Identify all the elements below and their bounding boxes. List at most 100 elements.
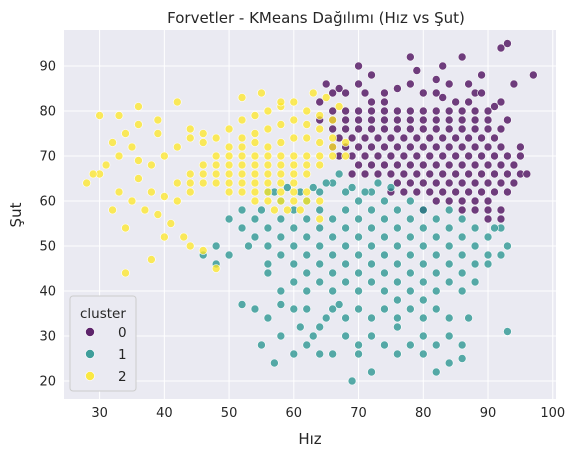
data-point [276, 300, 286, 309]
data-point [380, 97, 389, 107]
data-point [263, 124, 273, 134]
data-point [289, 160, 299, 170]
data-point [354, 124, 363, 134]
data-point [172, 142, 182, 152]
data-point [522, 169, 532, 179]
data-point [380, 286, 389, 296]
x-tick-label: 90 [480, 406, 497, 421]
data-point [321, 178, 331, 188]
data-point [224, 187, 234, 197]
data-point [302, 151, 312, 161]
data-point [483, 142, 493, 152]
data-point [367, 160, 376, 170]
legend-box [69, 295, 137, 392]
data-point [496, 160, 506, 170]
data-point [406, 340, 415, 350]
data-point [418, 331, 428, 341]
data-point [406, 52, 415, 62]
data-point [334, 169, 344, 179]
data-point [380, 88, 389, 98]
data-point [431, 142, 441, 152]
data-point [464, 97, 473, 107]
data-point [185, 187, 195, 197]
data-point [237, 187, 247, 197]
data-point [172, 196, 182, 206]
data-point [276, 169, 286, 179]
data-point [250, 232, 260, 242]
data-point [457, 286, 467, 296]
data-point [134, 102, 143, 111]
data-point [185, 124, 195, 134]
data-point [289, 115, 299, 125]
data-point [393, 160, 402, 170]
data-point [315, 97, 325, 107]
data-point [367, 331, 376, 341]
data-point [418, 142, 428, 152]
data-point [393, 178, 402, 188]
data-point [380, 250, 389, 260]
data-point [263, 187, 273, 197]
data-point [237, 133, 247, 143]
data-point [302, 133, 312, 143]
data-point [147, 255, 156, 264]
data-point [367, 70, 376, 80]
data-point [315, 277, 325, 287]
data-point [380, 115, 389, 125]
data-point [134, 156, 143, 165]
data-point [360, 187, 370, 197]
data-point [302, 250, 312, 260]
data-point [160, 192, 169, 201]
y-axis-ticks: 20 30 40 50 60 70 80 90 [39, 60, 56, 390]
data-point [185, 241, 195, 251]
data-point [315, 223, 325, 233]
data-point [444, 241, 454, 251]
data-point [406, 286, 415, 296]
data-point [444, 142, 454, 152]
data-point [198, 246, 208, 255]
data-point [431, 160, 441, 170]
data-point [503, 115, 512, 125]
y-axis-label: Şut [7, 202, 25, 227]
data-point [289, 241, 299, 251]
legend-label: 2 [118, 369, 127, 385]
data-point [438, 151, 448, 161]
data-point [250, 196, 260, 206]
data-point [431, 286, 441, 296]
data-point [289, 223, 299, 233]
data-point [464, 169, 473, 179]
data-point [503, 187, 512, 197]
data-point [418, 277, 428, 287]
y-tick-label: 20 [39, 375, 56, 390]
data-point [399, 133, 409, 143]
data-point [341, 277, 350, 287]
data-point [328, 250, 337, 260]
data-point [315, 241, 325, 251]
data-point [114, 111, 124, 120]
data-point [185, 169, 195, 179]
data-point [302, 304, 312, 314]
data-point [418, 160, 428, 170]
data-point [444, 124, 454, 134]
data-point [341, 313, 350, 323]
data-point [406, 79, 415, 89]
data-point [431, 196, 441, 206]
data-point [140, 205, 150, 215]
data-point [444, 205, 454, 215]
data-point [257, 88, 266, 98]
x-tick-label: 60 [286, 406, 303, 421]
data-point [354, 349, 363, 359]
data-point [341, 106, 350, 116]
data-point [367, 142, 376, 152]
data-point [406, 304, 415, 314]
data-point [341, 241, 350, 251]
data-point [483, 124, 493, 134]
data-point [341, 88, 350, 98]
data-point [367, 259, 376, 269]
data-point [431, 178, 441, 188]
data-point [134, 174, 143, 183]
data-point [211, 169, 221, 179]
data-point [483, 196, 493, 206]
data-point [444, 196, 454, 206]
data-point [451, 169, 460, 179]
